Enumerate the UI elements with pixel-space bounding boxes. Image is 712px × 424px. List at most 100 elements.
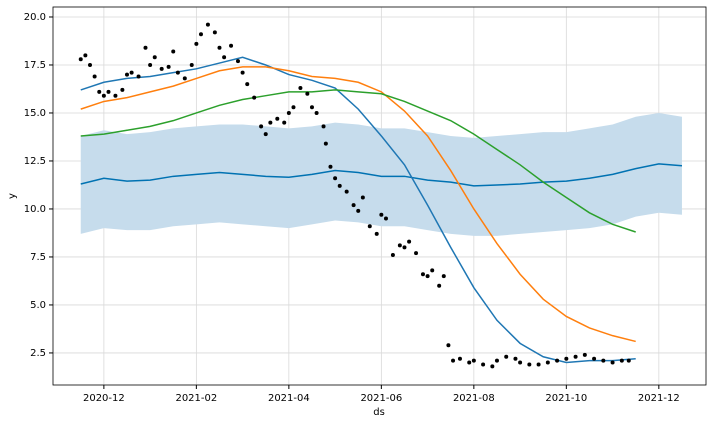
data-point <box>217 45 222 50</box>
x-axis-label: ds <box>373 407 385 418</box>
data-point <box>328 164 333 169</box>
data-point <box>379 212 384 217</box>
data-point <box>430 268 435 273</box>
data-point <box>582 352 587 357</box>
data-point <box>425 274 430 279</box>
data-point <box>212 30 217 35</box>
data-point <box>360 195 365 200</box>
data-point <box>441 274 446 279</box>
data-point <box>263 132 268 137</box>
y-tick-label: 17.5 <box>24 60 46 71</box>
data-point <box>222 55 227 60</box>
data-point <box>555 358 560 363</box>
data-point <box>159 66 164 71</box>
data-point <box>321 124 326 129</box>
y-tick-label: 15.0 <box>24 108 46 119</box>
data-point <box>504 354 509 359</box>
x-tick-label: 2020-12 <box>83 393 125 404</box>
data-point <box>229 43 234 48</box>
series-line <box>80 66 636 343</box>
data-point <box>337 183 342 188</box>
data-point <box>619 358 624 363</box>
data-point <box>446 343 451 348</box>
data-point <box>101 93 106 98</box>
x-tick-label: 2021-02 <box>175 393 217 404</box>
data-point <box>397 243 402 248</box>
data-point <box>152 55 157 60</box>
x-tick-label: 2021-10 <box>545 393 587 404</box>
data-point <box>314 110 319 115</box>
data-point <box>610 360 615 365</box>
data-point <box>451 358 456 363</box>
data-point <box>344 189 349 194</box>
data-point <box>374 231 379 236</box>
data-point <box>182 76 187 81</box>
series-line <box>80 56 636 364</box>
data-point <box>275 116 280 121</box>
data-point <box>259 124 264 129</box>
data-point <box>87 62 92 67</box>
data-point <box>129 70 134 75</box>
data-point <box>351 203 356 208</box>
y-tick-label: 12.5 <box>24 156 46 167</box>
data-point <box>490 364 495 369</box>
data-point <box>518 360 523 365</box>
data-point <box>298 86 303 91</box>
data-point <box>268 120 273 125</box>
data-point <box>536 362 541 367</box>
data-point <box>83 53 88 58</box>
data-point <box>333 176 338 181</box>
uncertainty-band <box>80 112 682 236</box>
data-point <box>601 358 606 363</box>
data-point <box>356 208 361 213</box>
data-point <box>286 110 291 115</box>
data-point <box>235 59 240 64</box>
data-point <box>545 360 550 365</box>
data-point <box>467 360 472 365</box>
data-point <box>291 105 296 110</box>
data-point <box>194 41 199 46</box>
data-point <box>420 272 425 277</box>
data-point <box>106 89 111 94</box>
data-point <box>198 32 203 37</box>
data-point <box>407 239 412 244</box>
data-point <box>97 89 102 94</box>
data-point <box>245 82 250 87</box>
data-point <box>457 356 462 361</box>
y-tick-label: 10.0 <box>24 204 46 215</box>
data-point <box>573 354 578 359</box>
x-tick-label: 2021-08 <box>453 393 495 404</box>
data-point <box>323 141 328 146</box>
data-point <box>166 64 171 69</box>
data-point <box>390 253 395 258</box>
data-point <box>148 62 153 67</box>
plot-frame <box>52 6 707 386</box>
data-point <box>471 358 476 363</box>
data-point <box>481 362 486 367</box>
data-point <box>305 91 310 96</box>
data-point <box>367 224 372 229</box>
y-tick-label: 20.0 <box>24 12 46 23</box>
data-point <box>78 57 83 62</box>
data-point <box>527 362 532 367</box>
data-point <box>564 356 569 361</box>
data-point <box>309 105 314 110</box>
data-point <box>143 45 148 50</box>
x-tick-label: 2021-06 <box>360 393 402 404</box>
x-tick-label: 2021-12 <box>638 393 680 404</box>
data-point <box>240 70 245 75</box>
data-point <box>136 74 141 79</box>
data-point <box>282 120 287 125</box>
x-tick-label: 2021-04 <box>268 393 310 404</box>
data-point <box>252 95 257 100</box>
data-point <box>113 93 118 98</box>
data-point <box>402 245 407 250</box>
y-tick-label: 2.5 <box>30 348 46 359</box>
data-point <box>175 70 180 75</box>
data-point <box>437 283 442 288</box>
data-point <box>383 216 388 221</box>
data-point <box>513 356 518 361</box>
y-tick-label: 7.5 <box>30 252 46 263</box>
data-point <box>189 62 194 67</box>
